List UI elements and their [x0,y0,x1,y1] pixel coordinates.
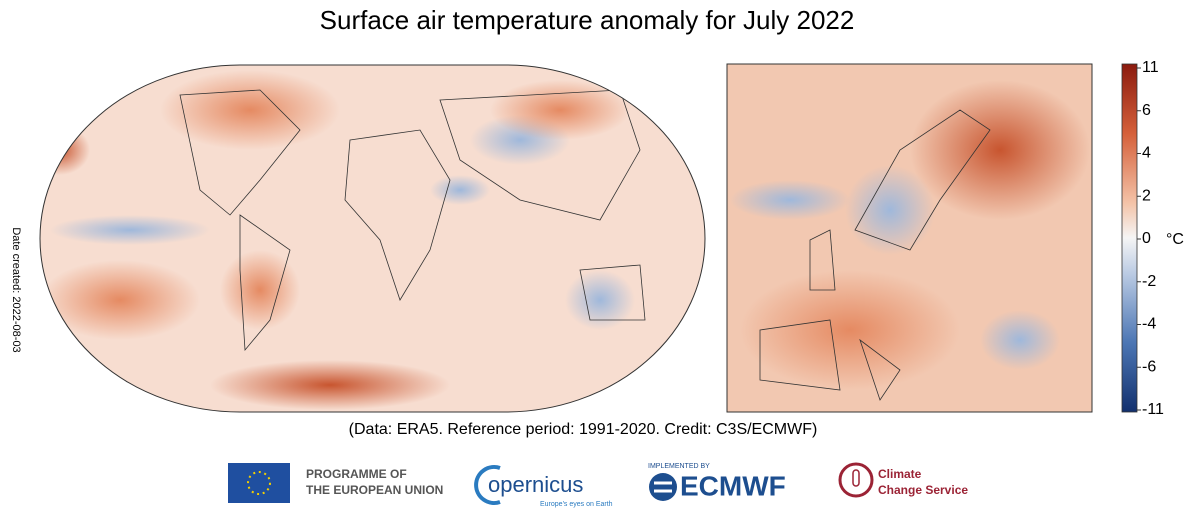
c3s-text: Change Service [878,483,968,497]
eu-text: THE EUROPEAN UNION [306,483,443,497]
copernicus-tagline: Europe's eyes on Earth [540,501,613,508]
copernicus-logo: opernicus Europe's eyes on Earth [474,465,613,508]
colorbar-tick-label: -4 [1142,316,1156,333]
colorbar-tick-label: 0 [1142,230,1151,247]
ecmwf-name: ECMWF [680,470,786,501]
date-created: Date created: 2022-08-03 [10,227,22,352]
eu-text: PROGRAMME OF [306,467,407,481]
colorbar-tick-label: 4 [1142,145,1151,162]
colorbar [1121,63,1138,413]
caption: (Data: ERA5. Reference period: 1991-2020… [349,421,818,438]
eu-logo: PROGRAMME OF THE EUROPEAN UNION [228,463,443,503]
colorbar-tick-label: 6 [1142,102,1151,119]
c3s-logo: Climate Change Service [838,462,968,498]
ecmwf-logo: IMPLEMENTED BY ECMWF [648,463,786,502]
c3s-text: Climate [878,467,922,481]
colorbar-tick-label: 2 [1142,187,1151,204]
europe-map [727,64,1092,412]
colorbar-tick-label: 11 [1142,59,1159,76]
colorbar-tick-label: -6 [1142,358,1156,375]
world-map [40,65,705,412]
title: Surface air temperature anomaly for July… [320,5,855,35]
ecmwf-small: IMPLEMENTED BY [648,463,710,470]
colorbar-unit: °C [1166,231,1184,248]
colorbar-tick-label: -11 [1142,401,1164,418]
colorbar-tick-label: -2 [1142,273,1156,290]
copernicus-name: opernicus [488,472,583,497]
